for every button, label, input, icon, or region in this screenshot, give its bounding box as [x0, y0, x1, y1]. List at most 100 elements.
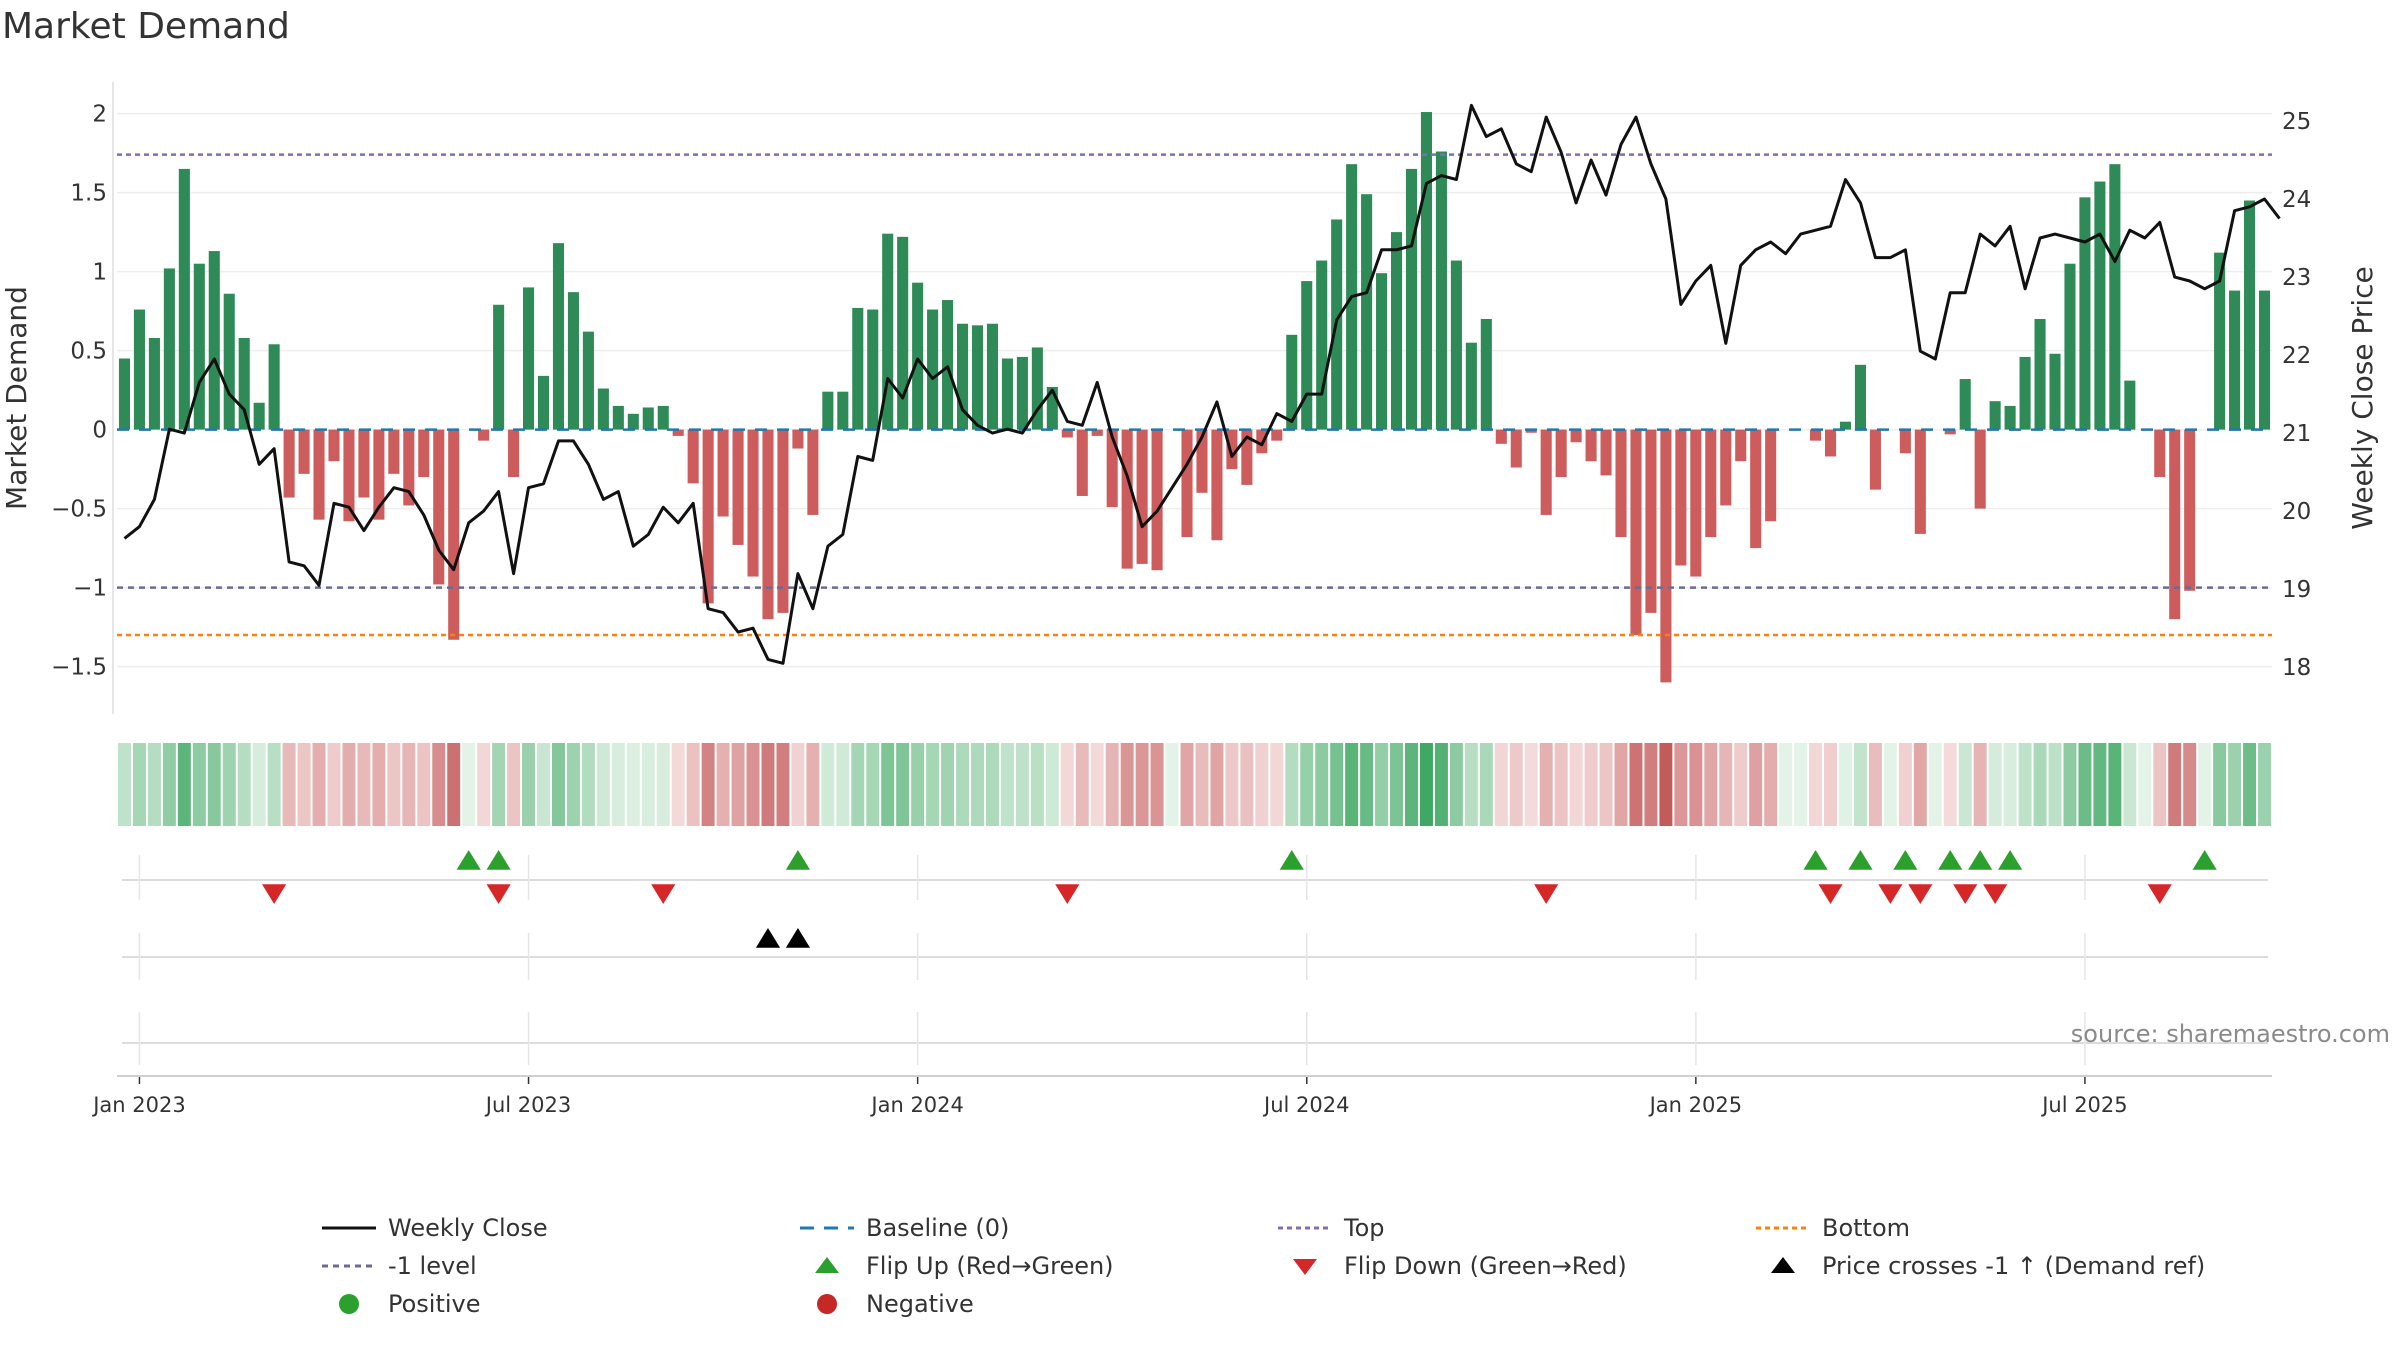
demand-bar: [882, 233, 894, 430]
demand-bar: [1810, 429, 1822, 441]
heat-cell: [1943, 743, 1957, 826]
demand-heatmap-strip: [118, 743, 2271, 826]
heat-cell: [1060, 743, 1074, 826]
heat-cell: [1210, 743, 1224, 826]
heat-cell: [881, 743, 895, 826]
heat-cell: [1868, 743, 1882, 826]
legend-flip-up: Flip Up (Red→Green): [796, 1248, 1114, 1284]
flip-down-marker: [1953, 884, 1978, 904]
y2-tick-label: 22: [2282, 343, 2311, 369]
heat-cell: [132, 743, 146, 826]
demand-bar: [1735, 429, 1747, 462]
heat-cell: [492, 743, 506, 826]
y-tick-label: −1: [73, 576, 107, 602]
heat-cell: [791, 743, 805, 826]
demand-bar: [1316, 260, 1328, 430]
legend-label: Bottom: [1822, 1214, 1911, 1242]
demand-bar: [373, 429, 385, 520]
legend-label: -1 level: [388, 1252, 477, 1280]
heat-cell: [686, 743, 700, 826]
demand-bar: [238, 337, 250, 430]
heat-cell: [2123, 743, 2137, 826]
heat-cell: [1539, 743, 1553, 826]
demand-bar: [358, 429, 370, 498]
demand-bar: [1854, 364, 1866, 430]
flip-down-marker: [2147, 884, 2172, 904]
demand-bar: [298, 429, 310, 474]
heat-cell: [342, 743, 356, 826]
flip-up-marker: [1848, 850, 1873, 870]
demand-bar: [672, 429, 684, 436]
legend-bottom: Bottom: [1752, 1210, 1910, 1246]
demand-bar: [2019, 356, 2031, 430]
heat-cell: [1749, 743, 1763, 826]
flip-down-marker: [1908, 884, 1933, 904]
flip-up-marker: [1968, 850, 1993, 870]
demand-bar: [971, 325, 984, 430]
demand-bar: [508, 429, 520, 477]
heat-cell: [985, 743, 999, 826]
heat-cell: [701, 743, 715, 826]
demand-bar: [493, 304, 505, 430]
demand-bar: [927, 309, 939, 430]
price-cross-marker: [785, 928, 811, 948]
heat-cell: [1644, 743, 1658, 826]
heat-cell: [1345, 743, 1359, 826]
heat-cell: [1883, 743, 1897, 826]
demand-bar: [1046, 386, 1058, 430]
demand-bar: [1540, 429, 1552, 515]
demand-bar: [957, 323, 969, 430]
demand-bar: [1151, 429, 1163, 571]
heat-cell: [2213, 743, 2227, 826]
y-tick-label: −1.5: [51, 655, 107, 681]
heat-cell: [641, 743, 655, 826]
source-note: source: sharemaestro.com: [2070, 1020, 2390, 1048]
flip-up-marker: [1803, 850, 1828, 870]
demand-bar: [1645, 429, 1657, 613]
demand-bar: [2109, 164, 2121, 430]
heat-cell: [611, 743, 625, 826]
flip-up-marker: [1938, 850, 1963, 870]
flip-down-marker: [1534, 884, 1559, 904]
heat-cell: [312, 743, 326, 826]
demand-bar: [657, 405, 669, 430]
price-cross-marker: [755, 928, 781, 948]
legend-label: Flip Up (Red→Green): [866, 1252, 1114, 1280]
demand-bar: [1076, 429, 1088, 496]
axes: −1.5 −1 −0.5 0 0.5 1 1.5 2 18 19 20 21 22 23 24 25 Marke…: [0, 82, 2379, 714]
demand-bar: [1630, 429, 1642, 635]
heat-cell: [1569, 743, 1583, 826]
heat-cell: [806, 743, 820, 826]
y-tick-label: 0.5: [70, 339, 107, 365]
heat-cell: [162, 743, 176, 826]
demand-bar: [1405, 168, 1418, 430]
heat-cell: [237, 743, 251, 826]
heat-cell: [327, 743, 341, 826]
legend-label: Baseline (0): [866, 1214, 1010, 1242]
flip-down-marker: [1818, 884, 1843, 904]
heat-cell: [731, 743, 745, 826]
demand-bar: [283, 429, 295, 498]
flip-markers: [122, 850, 2268, 1044]
heat-cell: [1464, 743, 1478, 826]
demand-bar: [1450, 260, 1462, 430]
heat-cell: [821, 743, 835, 826]
triangle-up-icon: [1771, 1257, 1795, 1273]
triangle-up-icon: [815, 1257, 839, 1273]
heat-cell: [851, 743, 865, 826]
heat-cell: [2183, 743, 2197, 826]
heat-cell: [581, 743, 595, 826]
y2-tick-label: 19: [2282, 577, 2311, 603]
heat-cell: [387, 743, 401, 826]
heat-cell: [297, 743, 311, 826]
heat-cell: [2258, 743, 2271, 826]
demand-bar: [1226, 429, 1238, 470]
demand-bar: [1480, 319, 1492, 430]
heat-cell: [656, 743, 670, 826]
heat-cell: [1509, 743, 1523, 826]
heat-cell: [1584, 743, 1598, 826]
legend-price-cross: Price crosses -1 ↑ (Demand ref): [1752, 1248, 2205, 1284]
heat-cell: [1449, 743, 1463, 826]
heat-cell: [1898, 743, 1912, 826]
heat-cell: [1824, 743, 1838, 826]
